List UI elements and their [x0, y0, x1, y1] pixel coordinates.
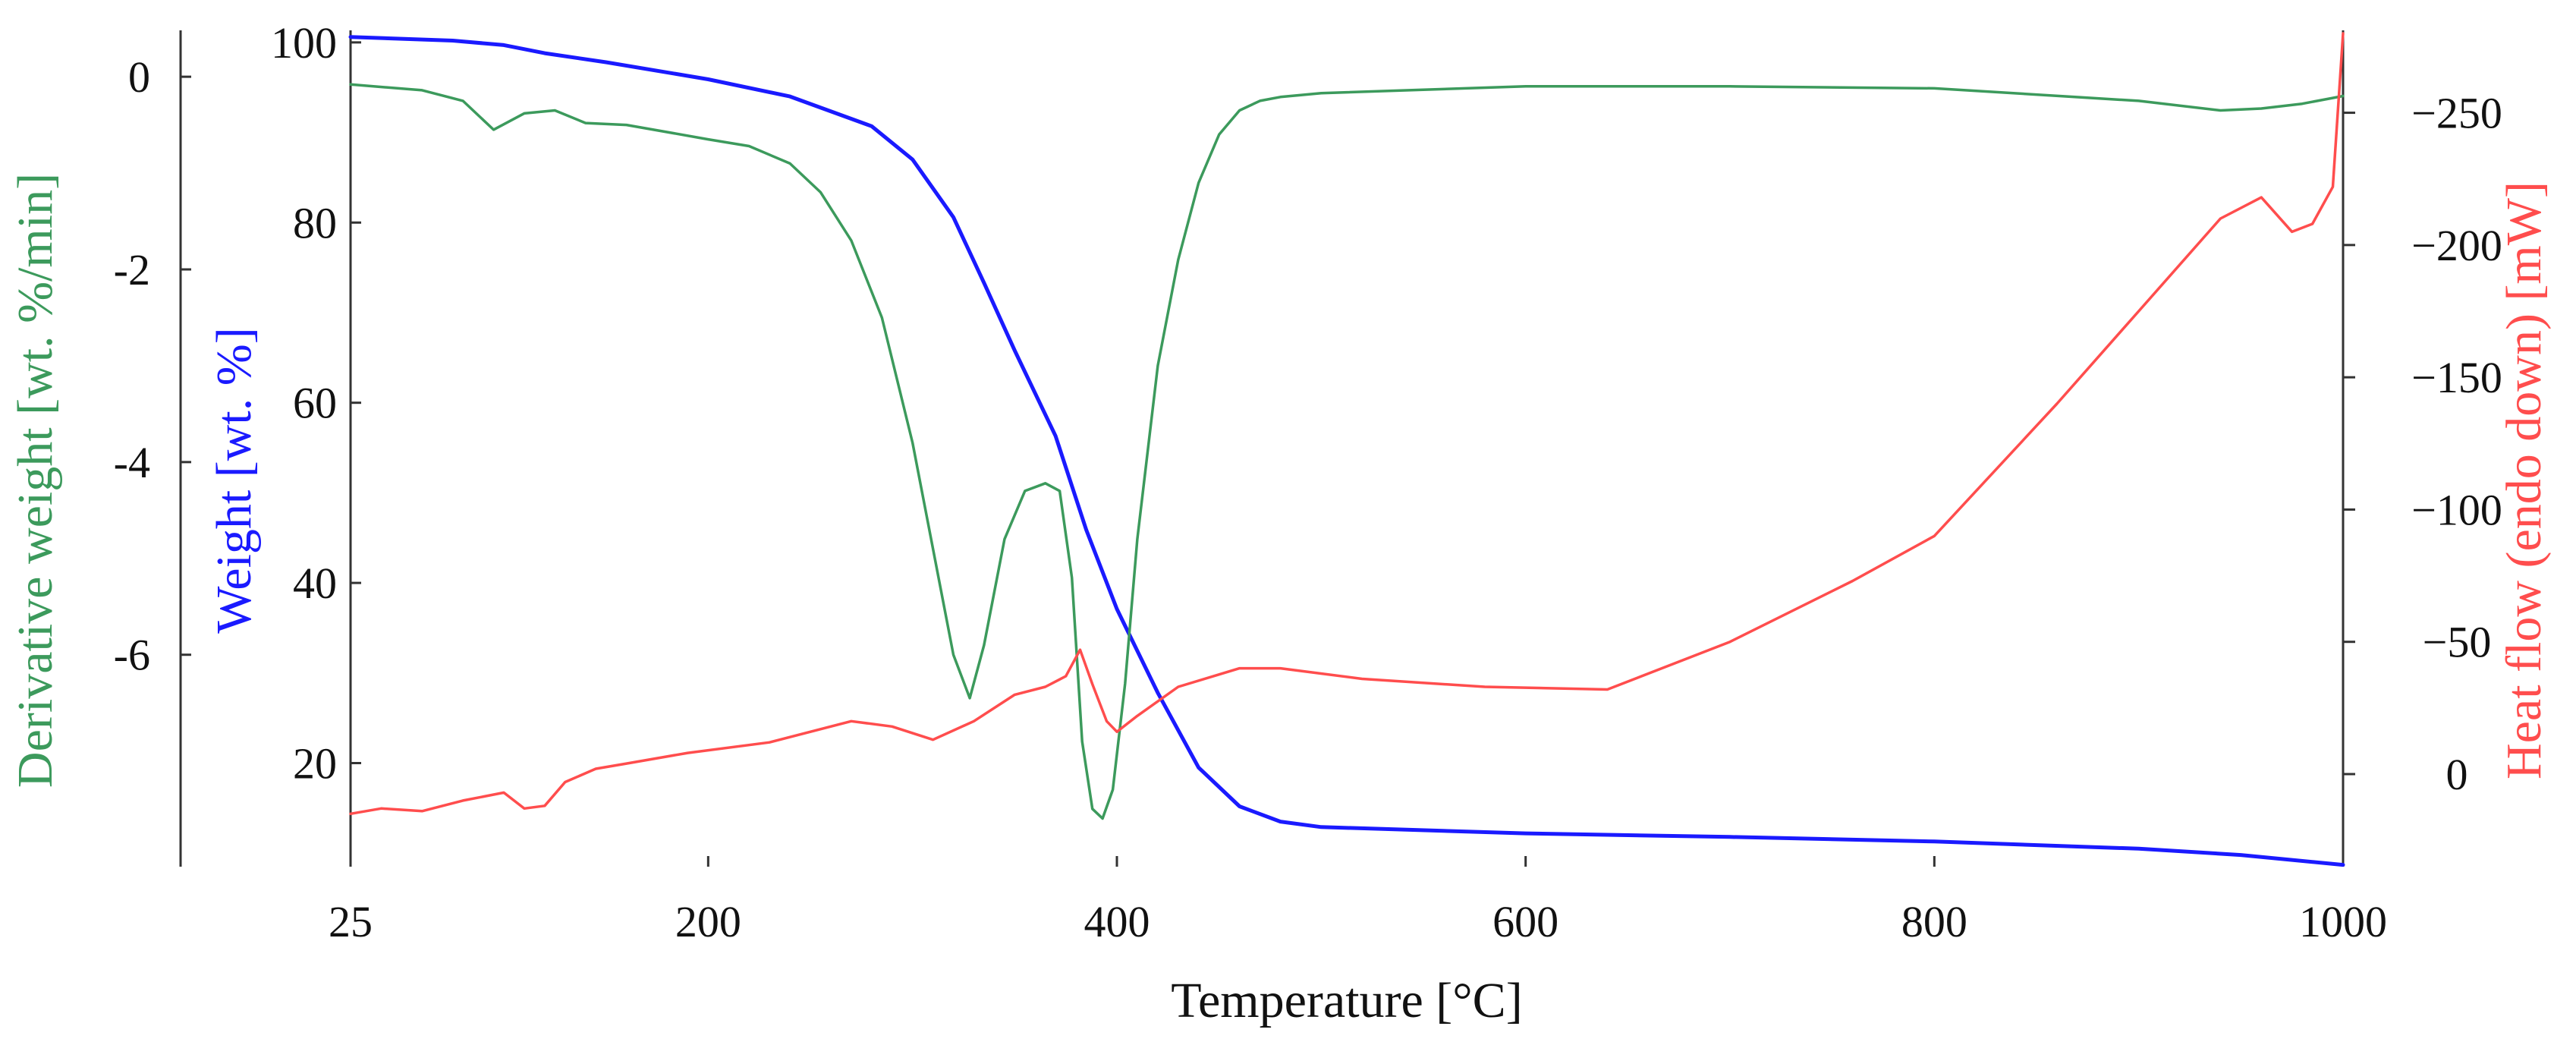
heatflow-tick-label: −50 — [2423, 618, 2492, 667]
weight-series-line — [348, 35, 2345, 867]
x-tick-label: 25 — [329, 897, 373, 946]
heatflow-tick-label: −250 — [2411, 89, 2502, 138]
x-tick-label: 600 — [1492, 897, 1558, 946]
derivative-tick-label: -2 — [114, 245, 150, 294]
derivative-axis-title: Derivative weight [wt. %/min] — [8, 173, 63, 788]
weight-axis-title: Weight [wt. %] — [206, 327, 262, 633]
axes-layer — [179, 30, 2355, 867]
derivative-tick-label: -6 — [114, 631, 150, 680]
heatflow-axis-title: Heat flow (endo down) [mW] — [2496, 181, 2552, 779]
derivative-weight-series-line — [349, 83, 2345, 820]
derivative-tick-label: -4 — [114, 438, 150, 487]
weight-tick-label: 20 — [293, 738, 337, 788]
weight-tick-label: 40 — [293, 559, 337, 608]
weight-tick-label: 80 — [293, 198, 337, 247]
x-tick-label: 200 — [675, 897, 741, 946]
heatflow-tick-label: −150 — [2411, 353, 2502, 402]
weight-tick-label: 100 — [271, 18, 337, 68]
derivative-tick-label: 0 — [128, 52, 150, 102]
weight-tick-label: 60 — [293, 379, 337, 428]
x-tick-label: 400 — [1084, 897, 1150, 946]
heatflow-tick-label: 0 — [2446, 750, 2468, 799]
heatflow-tick-label: −100 — [2411, 485, 2502, 534]
x-axis-title: Temperature [°C] — [1171, 973, 1522, 1028]
heatflow-tick-label: −200 — [2411, 221, 2502, 270]
x-tick-label: 800 — [1901, 897, 1967, 946]
x-tick-label: 1000 — [2299, 897, 2387, 946]
heat-flow-series-line — [349, 32, 2345, 816]
labels-layer: 25 200 400 600 800 1000100806040200-2-4-60−50… — [8, 18, 2552, 1028]
series-layer — [348, 32, 2345, 867]
